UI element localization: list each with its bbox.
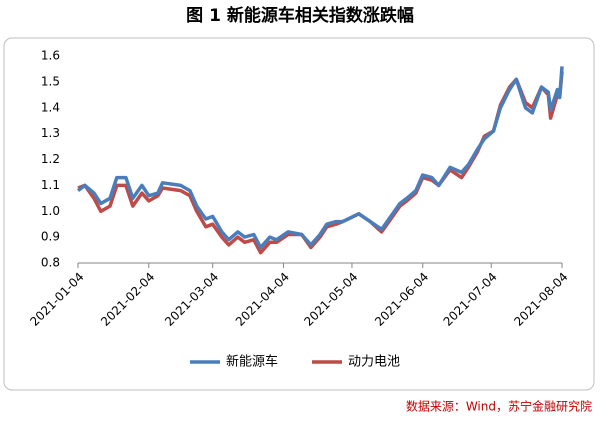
x-tick-label: 2021-07-04 <box>441 270 500 329</box>
chart-frame <box>3 37 595 391</box>
legend-label: 动力电池 <box>348 355 400 370</box>
x-tick-label: 2021-03-04 <box>162 270 221 329</box>
x-tick-label: 2021-02-04 <box>98 270 157 329</box>
x-tick-label: 2021-06-04 <box>372 270 431 329</box>
source-note: 数据来源：Wind，苏宁金融研究院 <box>406 399 592 414</box>
y-tick-label: 1.2 <box>41 152 60 166</box>
x-tick-label: 2021-01-04 <box>27 270 86 329</box>
x-tick-label: 2021-04-04 <box>233 270 292 329</box>
y-tick-label: 1.1 <box>41 178 60 192</box>
y-tick-label: 1.4 <box>41 100 60 114</box>
x-tick-label: 2021-05-04 <box>301 270 360 329</box>
legend-label: 新能源车 <box>226 354 278 370</box>
x-tick-label: 2021-08-04 <box>511 270 570 329</box>
chart-title: 图 1 新能源车相关指数涨跌幅 <box>186 5 414 26</box>
series-line <box>76 66 564 250</box>
y-tick-label: 1.0 <box>41 204 60 218</box>
y-tick-label: 1.6 <box>41 49 60 63</box>
y-tick-label: 1.3 <box>41 126 60 140</box>
series-line <box>77 71 564 255</box>
y-tick-label: 0.9 <box>41 230 60 244</box>
y-tick-label: 1.5 <box>41 74 60 88</box>
y-tick-label: 0.8 <box>41 256 60 270</box>
